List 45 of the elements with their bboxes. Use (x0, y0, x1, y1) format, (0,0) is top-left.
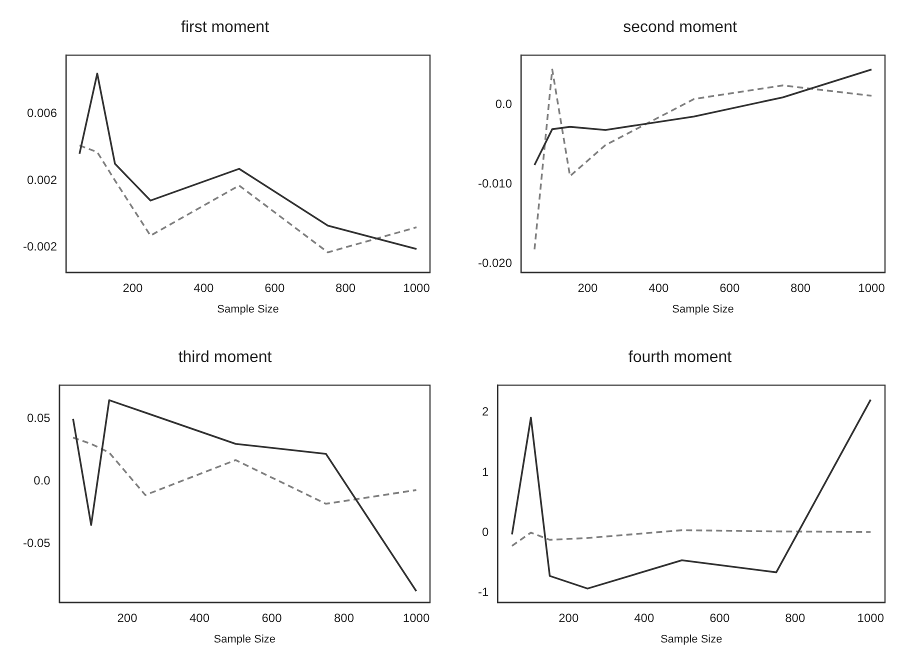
line-series (511, 529, 872, 547)
chart-title: third moment (178, 349, 272, 366)
y-tick-label: 1 (482, 464, 489, 479)
x-axis-title: Sample Size (217, 303, 279, 316)
x-tick-label: 600 (720, 280, 740, 295)
x-tick-label: 200 (122, 280, 144, 295)
y-tick-label: 0.006 (26, 106, 58, 120)
y-tick-label: -0.002 (22, 240, 58, 254)
x-axis-title: Sample Size (672, 303, 734, 316)
y-tick-label: -0.05 (22, 536, 51, 550)
x-tick-label: 600 (710, 610, 730, 625)
x-axis-title: Sample Size (214, 633, 276, 646)
chart-title: second moment (623, 19, 738, 36)
x-tick-label: 800 (785, 610, 806, 625)
y-tick-label: -0.020 (478, 256, 512, 270)
y-tick-label: 0.0 (34, 474, 51, 488)
y-tick-label: 2 (482, 404, 489, 419)
y-tick-label: 0 (482, 524, 489, 539)
x-tick-label: 200 (558, 610, 579, 625)
chart-title: fourth moment (628, 349, 732, 366)
line-series (78, 144, 418, 254)
chart-title: first moment (180, 19, 270, 36)
x-tick-label: 600 (264, 280, 285, 295)
x-tick-label: 400 (194, 280, 214, 295)
y-tick-label: 0.002 (26, 172, 58, 187)
x-tick-label: 1000 (403, 280, 430, 295)
x-tick-label: 1000 (858, 280, 886, 295)
x-tick-label: 800 (336, 280, 356, 295)
x-tick-label: 400 (190, 610, 210, 625)
x-tick-label: 800 (790, 280, 811, 295)
x-tick-label: 400 (648, 280, 669, 295)
y-tick-label: -1 (478, 585, 489, 600)
x-tick-label: 1000 (857, 610, 884, 625)
x-tick-label: 400 (634, 610, 654, 625)
line-series (534, 68, 872, 250)
line-series (72, 436, 418, 505)
x-tick-label: 1000 (402, 610, 430, 625)
y-tick-label: 0.05 (26, 411, 51, 426)
x-tick-label: 800 (334, 610, 354, 625)
x-tick-label: 200 (578, 280, 598, 295)
y-tick-label: 0.0 (495, 96, 512, 111)
x-tick-label: 600 (262, 610, 282, 625)
x-tick-label: 200 (117, 610, 138, 625)
x-axis-title: Sample Size (660, 633, 722, 646)
y-tick-label: -0.010 (478, 176, 512, 190)
